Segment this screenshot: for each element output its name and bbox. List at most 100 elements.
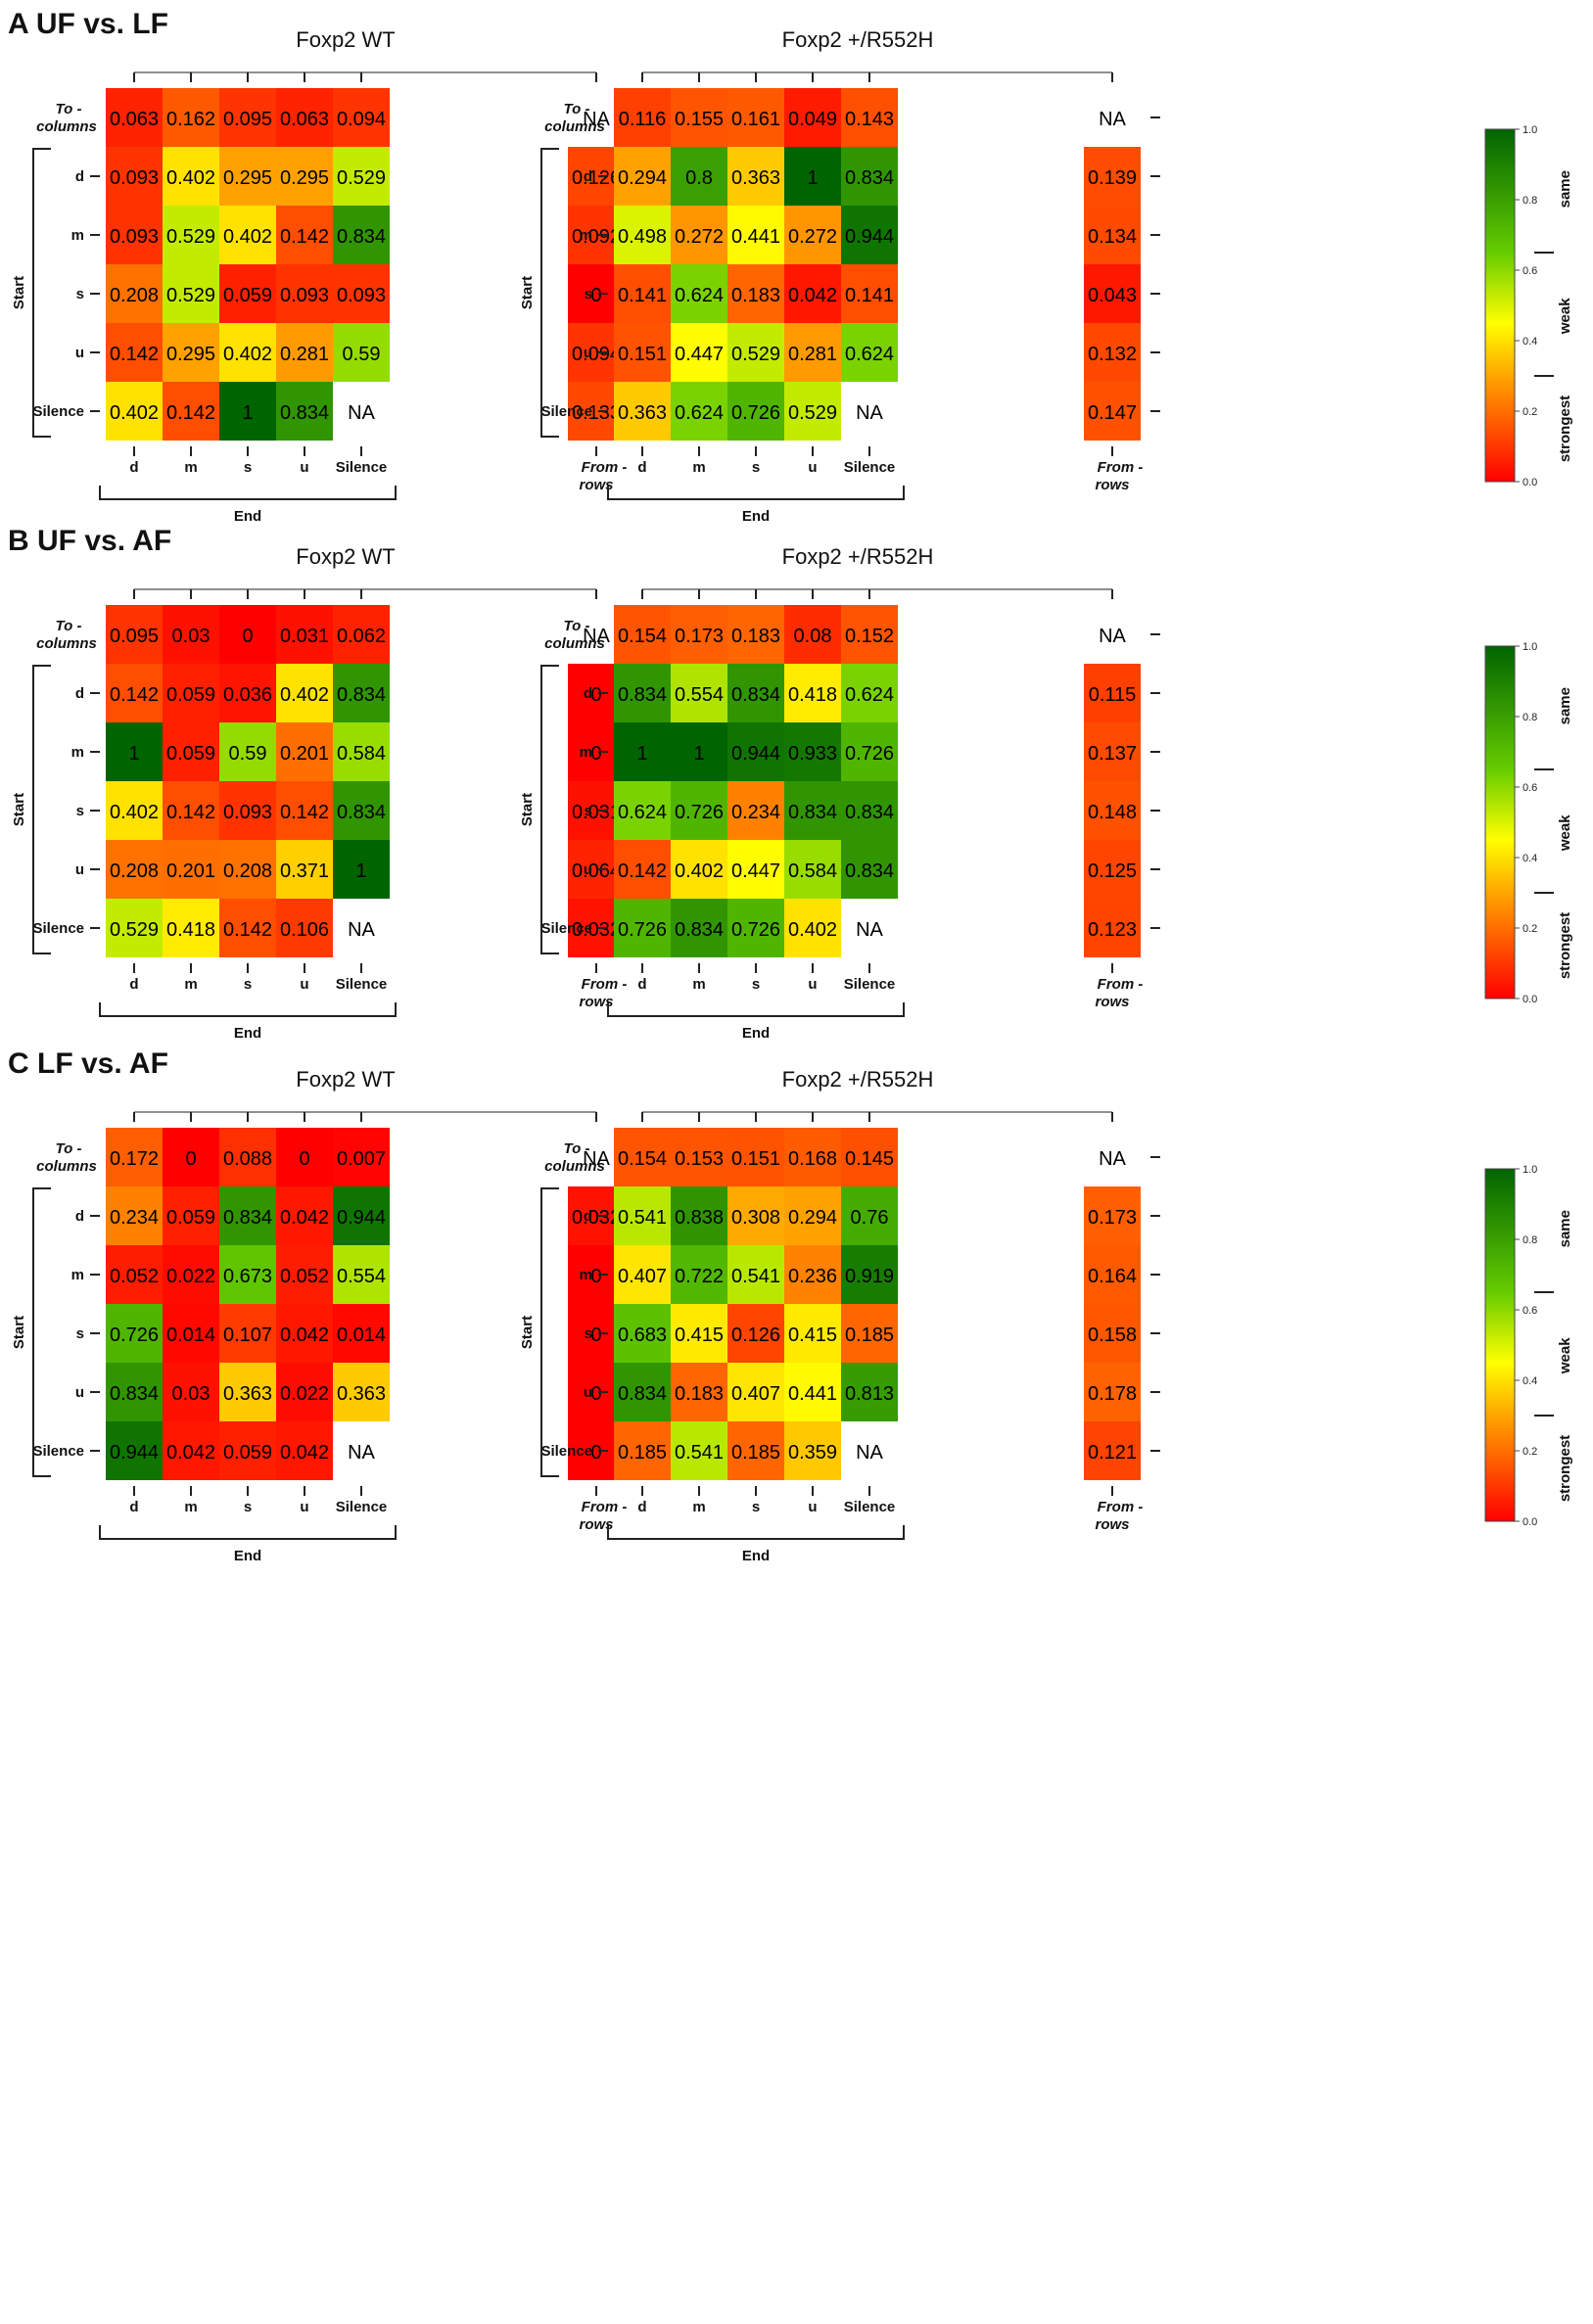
cell-value: 0.095: [110, 626, 159, 647]
heatmap-cell: [333, 1363, 390, 1421]
heatmap-5: Foxp2 +/R552H 0.154 0.153 0.151 0.168 0.145 NA…: [519, 1067, 1160, 1564]
colorbar-category-label: same: [1557, 170, 1573, 208]
cell-value: 0.919: [845, 1266, 894, 1287]
heatmap-cell: [333, 88, 390, 147]
panel-label: C LF vs. AF: [8, 1047, 168, 1080]
cell-value: 0.142: [618, 860, 667, 882]
heatmap-cell: [614, 1421, 671, 1480]
col-label: Silence: [844, 976, 896, 993]
cell-value: 0.529: [166, 285, 215, 306]
colorbar-1: 0.0 0.2 0.4 0.6 0.8 1.0 strongest weak same: [1484, 641, 1573, 1005]
cell-value: 0: [242, 626, 253, 647]
colorbar-category-label: weak: [1557, 814, 1573, 852]
heatmap-cell: [106, 840, 163, 899]
colorbar-tick-label: 0.6: [1523, 265, 1537, 277]
y-axis-label: Start: [11, 276, 27, 309]
y-axis-label: Start: [519, 276, 536, 309]
cell-value: 0: [590, 1442, 601, 1464]
heatmap-cell: [106, 323, 163, 382]
heatmap-cell: [276, 88, 333, 147]
heatmap-cell: [1084, 1421, 1141, 1480]
cell-value: 0.541: [618, 1207, 667, 1229]
cell-value: 0: [590, 1325, 601, 1346]
cell-value: 0.59: [229, 743, 267, 765]
cell-value: 0.121: [1088, 1442, 1137, 1464]
colorbar-tick-label: 0.8: [1523, 195, 1537, 207]
cell-value: 0.088: [223, 1148, 272, 1170]
start-bracket: [540, 148, 559, 438]
panel-label: B UF vs. AF: [8, 525, 171, 557]
heatmap-cell: [727, 264, 784, 323]
cell-value: 0.624: [675, 402, 724, 424]
cell-value: 0.624: [618, 802, 667, 823]
heatmap-cell: [1084, 206, 1141, 264]
cell-value: 0.142: [110, 344, 159, 365]
colorbar-tick-label: 1.0: [1523, 641, 1537, 653]
cell-value: NA: [1099, 626, 1126, 647]
heatmap-cell: [333, 722, 390, 781]
heatmap-cell: [219, 147, 276, 206]
heatmap-cell: [333, 1304, 390, 1363]
heatmap-cell: [841, 147, 898, 206]
col-label: s: [244, 1499, 252, 1515]
heatmap-cell: [163, 147, 219, 206]
heatmap-cell: [784, 1245, 841, 1304]
colorbar-tick-label: 0.2: [1523, 1446, 1537, 1458]
heatmap-cell: [106, 206, 163, 264]
cell-value: 0.185: [618, 1442, 667, 1464]
cell-value: 0.142: [110, 684, 159, 706]
heatmap-cell: [1084, 899, 1141, 957]
heatmap-cell: [841, 1186, 898, 1245]
heatmap-cell: [163, 1245, 219, 1304]
cell-value: 1: [355, 860, 366, 882]
heatmap-cell: [1084, 840, 1141, 899]
col-label: u: [808, 459, 817, 476]
cell-value: 0.944: [110, 1442, 159, 1464]
heatmap-cell: [671, 781, 727, 840]
cell-value: 0.183: [731, 285, 780, 306]
heatmap-cell: [841, 1304, 898, 1363]
col-label: u: [300, 1499, 308, 1515]
cell-value: 0.031: [572, 802, 621, 823]
heatmap-cell: [727, 1421, 784, 1480]
heatmap-cell: [841, 722, 898, 781]
start-bracket: [540, 665, 559, 954]
heatmap-cell: [841, 781, 898, 840]
row-label: u: [584, 1384, 592, 1401]
chart-title: Foxp2 +/R552H: [782, 27, 934, 52]
cell-value: 0.834: [110, 1383, 159, 1405]
cell-value: 0.094: [572, 344, 621, 365]
heatmap-cell: [219, 88, 276, 147]
heatmap-cell: [727, 1245, 784, 1304]
cell-value: 0.407: [618, 1266, 667, 1287]
cell-value: 0.813: [845, 1383, 894, 1405]
row-label: Silence: [540, 403, 592, 420]
heatmap-cell: [219, 206, 276, 264]
chart-title: Foxp2 +/R552H: [782, 544, 934, 569]
heatmap-cell: [219, 264, 276, 323]
heatmap-cell: [727, 722, 784, 781]
heatmap-2: Foxp2 WT 0.095 0.03 0 0.031 0.062 NA 0.142 0.059…: [11, 544, 644, 1042]
heatmap-cell: [163, 899, 219, 957]
heatmap-cell: [614, 664, 671, 722]
row-label: d: [584, 168, 592, 185]
heatmap-cell: [276, 605, 333, 664]
colorbar-0: 0.0 0.2 0.4 0.6 0.8 1.0 strongest weak same: [1484, 124, 1573, 488]
cell-value: 0.093: [223, 802, 272, 823]
heatmap-cell: [333, 664, 390, 722]
cell-value: 0.554: [675, 684, 724, 706]
heatmap-cell: [727, 1186, 784, 1245]
cell-value: 0.624: [845, 684, 894, 706]
cell-value: NA: [583, 626, 610, 647]
heatmap-cell: [841, 382, 898, 441]
heatmap-cell: [106, 1363, 163, 1421]
heatmap-cell: [841, 1245, 898, 1304]
x-axis-label: End: [742, 508, 770, 525]
heatmap-cell: [671, 1128, 727, 1186]
cell-value: 0.834: [845, 860, 894, 882]
cell-value: 0.281: [788, 344, 837, 365]
cell-value: 0.834: [618, 1383, 667, 1405]
heatmap-cell: [106, 899, 163, 957]
row-label: Silence: [32, 1443, 84, 1460]
start-bracket: [540, 1187, 559, 1477]
